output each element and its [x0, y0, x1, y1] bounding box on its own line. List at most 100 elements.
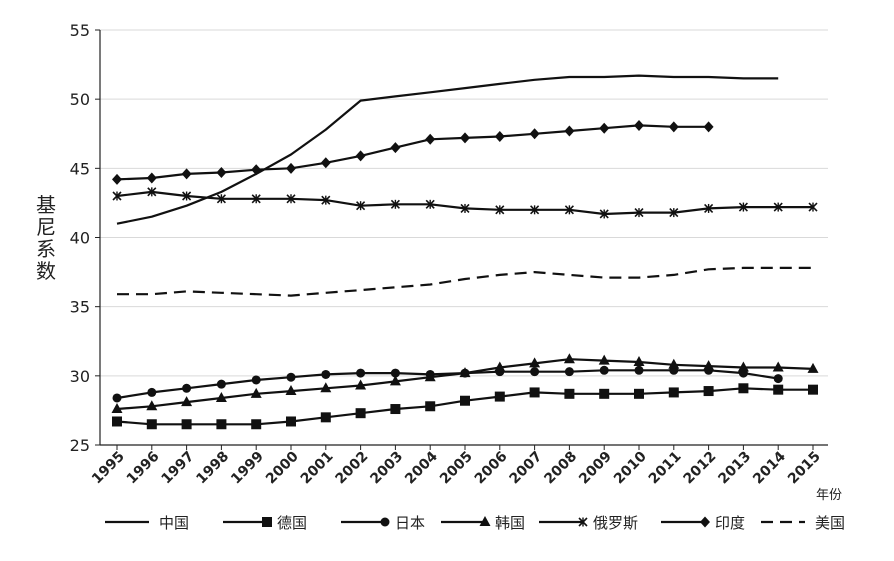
legend-item: 中国	[105, 514, 189, 532]
y-axis-label-char: 基	[36, 193, 56, 217]
data-point-triangle	[703, 360, 715, 371]
data-point-square	[112, 416, 122, 427]
data-point-star	[738, 202, 748, 212]
x-tick-labels: 1995199619971998199920002001200220032004…	[89, 445, 824, 487]
data-point-circle	[390, 368, 400, 378]
data-point-triangle	[529, 357, 541, 368]
series-layer	[111, 74, 819, 430]
data-point-diamond	[703, 121, 714, 133]
data-point-triangle	[737, 361, 749, 372]
data-point-diamond	[700, 516, 710, 528]
series-line	[116, 74, 779, 225]
data-point-circle	[147, 387, 157, 397]
data-point-triangle	[250, 387, 262, 398]
data-point-square	[808, 384, 818, 395]
legend-label: 美国	[815, 514, 845, 532]
data-point-triangle	[459, 367, 471, 378]
x-tick-label: 2003	[367, 449, 406, 488]
data-point-triangle	[494, 361, 506, 372]
y-axis-label-char: 系	[36, 237, 56, 261]
data-point-triangle	[598, 354, 610, 365]
data-point-diamond	[355, 150, 366, 162]
data-point-star	[564, 205, 574, 215]
x-tick-label: 1996	[124, 449, 163, 488]
data-point-diamond	[146, 172, 157, 184]
data-point-star	[251, 194, 261, 204]
data-point-diamond	[460, 132, 470, 144]
legend-item: 韩国	[441, 514, 525, 532]
y-tick-label: 25	[70, 436, 90, 455]
data-point-triangle	[668, 358, 680, 369]
data-point-star	[578, 517, 588, 527]
data-point-diamond	[216, 166, 227, 178]
data-point-circle	[564, 367, 574, 377]
x-tick-label: 2012	[681, 449, 720, 488]
data-point-star	[286, 194, 296, 204]
data-point-circle	[599, 365, 609, 375]
series-俄罗斯	[112, 187, 818, 219]
data-point-square	[390, 404, 401, 415]
y-tick-label: 35	[70, 298, 90, 317]
data-point-circle	[773, 374, 783, 384]
data-point-circle	[356, 368, 366, 378]
data-point-triangle	[355, 379, 367, 390]
data-point-diamond	[668, 121, 679, 133]
data-point-star	[669, 208, 679, 218]
data-point-star	[147, 187, 157, 197]
x-axis-unit-label: 年份	[816, 488, 842, 503]
x-tick-label: 2015	[785, 449, 824, 488]
x-tick-label: 2007	[507, 449, 546, 488]
grid-lines	[100, 29, 828, 377]
x-tick-label: 2011	[646, 449, 685, 488]
x-tick-label: 2010	[611, 448, 650, 487]
legend-label: 中国	[159, 514, 189, 532]
y-tick-label: 45	[70, 159, 90, 178]
data-point-square	[634, 388, 644, 399]
series-德国	[112, 383, 818, 430]
data-point-star	[112, 191, 122, 201]
x-tick-label: 2005	[437, 449, 476, 488]
data-point-star	[634, 208, 644, 218]
data-point-diamond	[634, 119, 644, 131]
data-point-triangle	[285, 385, 297, 396]
legend-item: 美国	[761, 514, 845, 532]
data-point-diamond	[494, 131, 505, 143]
data-point-triangle	[772, 361, 784, 372]
data-point-triangle	[389, 375, 401, 386]
legend-item: 俄罗斯	[539, 514, 638, 532]
x-tick-label: 2008	[541, 449, 580, 488]
data-point-square	[146, 419, 157, 430]
data-point-square	[703, 386, 714, 397]
data-point-star	[460, 203, 470, 214]
y-tick-label: 50	[70, 90, 90, 109]
series-中国	[116, 74, 779, 225]
y-tick-label: 55	[70, 21, 90, 40]
data-point-square	[286, 416, 296, 427]
data-point-star	[773, 202, 783, 212]
data-point-square	[181, 419, 192, 430]
series-line	[116, 369, 779, 400]
data-point-triangle	[563, 353, 575, 364]
data-point-diamond	[564, 125, 575, 137]
data-point-star	[704, 203, 714, 214]
series-印度	[112, 119, 714, 185]
data-point-star	[530, 205, 540, 215]
data-point-triangle	[181, 396, 193, 407]
data-point-square	[668, 387, 679, 398]
x-tick-label: 1995	[89, 449, 128, 488]
data-point-diamond	[529, 128, 540, 140]
data-point-circle	[286, 372, 296, 382]
data-point-triangle	[807, 362, 819, 373]
data-point-star	[495, 205, 505, 215]
x-tick-label: 1998	[193, 449, 232, 488]
legend-item: 日本	[341, 514, 425, 532]
data-point-square	[564, 388, 575, 399]
data-point-square	[251, 419, 262, 430]
data-point-diamond	[320, 157, 331, 169]
data-point-square	[460, 395, 470, 406]
series-韩国	[111, 353, 819, 414]
data-point-square	[738, 383, 749, 394]
data-point-diamond	[286, 162, 296, 174]
data-point-square	[320, 412, 331, 423]
